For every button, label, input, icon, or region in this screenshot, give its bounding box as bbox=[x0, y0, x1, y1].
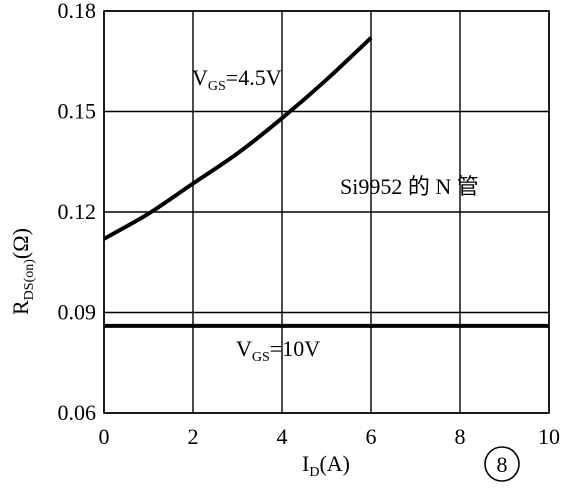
grid-lines bbox=[103, 10, 550, 414]
series-label-vgs-4-5v: VGS=4.5V bbox=[192, 65, 282, 94]
figure-number: 8 bbox=[497, 452, 508, 477]
series-lines bbox=[103, 36, 549, 328]
y-tick-label: 0.06 bbox=[58, 400, 97, 425]
x-tick-label: 10 bbox=[538, 424, 560, 449]
device-annotation: Si9952 的 N 管 bbox=[340, 174, 479, 199]
x-tick-label: 4 bbox=[277, 424, 288, 449]
y-tick-label: 0.18 bbox=[58, 0, 97, 23]
y-tick-label: 0.12 bbox=[58, 199, 97, 224]
x-tick-labels: 0 2 4 6 8 10 bbox=[99, 424, 561, 449]
x-tick-label: 6 bbox=[366, 424, 377, 449]
y-tick-label: 0.09 bbox=[58, 300, 97, 325]
x-tick-label: 2 bbox=[188, 424, 199, 449]
x-axis-label: ID(A) bbox=[302, 451, 350, 480]
y-tick-labels: 0.06 0.09 0.12 0.15 0.18 bbox=[58, 0, 97, 425]
x-tick-label: 0 bbox=[99, 424, 110, 449]
x-tick-label: 8 bbox=[455, 424, 466, 449]
series-line-0 bbox=[103, 36, 373, 241]
figure-number-circle bbox=[484, 446, 520, 482]
y-tick-label: 0.15 bbox=[58, 99, 97, 124]
series-label-vgs-10v: VGS=10V bbox=[236, 336, 320, 365]
plot-frame bbox=[103, 10, 550, 414]
y-axis-label: RDS(on)(Ω) bbox=[8, 228, 37, 315]
